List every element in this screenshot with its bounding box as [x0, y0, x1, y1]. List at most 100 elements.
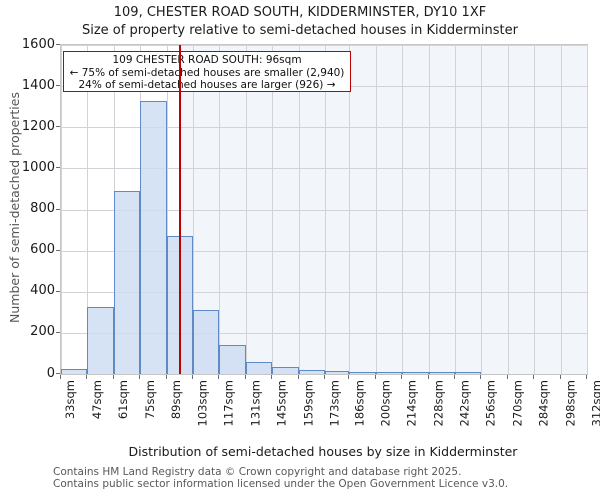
v-gridline	[324, 45, 326, 374]
x-axis-label: Distribution of semi-detached houses by …	[128, 444, 518, 459]
y-tick-label: 400	[30, 283, 55, 299]
y-tick-mark	[56, 44, 60, 45]
v-gridline	[272, 45, 274, 374]
h-gridline	[61, 332, 587, 334]
x-tick-label: 214sqm	[404, 380, 419, 427]
y-tick-label: 800	[30, 201, 55, 216]
x-tick-mark	[112, 375, 114, 379]
x-tick-label: 89sqm	[169, 380, 184, 420]
h-gridline	[61, 250, 587, 252]
bar	[324, 370, 350, 374]
x-tick-mark	[323, 375, 325, 379]
v-gridline	[428, 45, 430, 374]
x-tick-mark	[191, 375, 193, 379]
v-gridline	[455, 45, 457, 374]
bar	[298, 369, 325, 374]
x-tick-label: 242sqm	[457, 380, 472, 427]
chart-title: 109, CHESTER ROAD SOUTH, KIDDERMINSTER, …	[113, 5, 487, 20]
bar	[61, 368, 88, 374]
x-tick-mark	[374, 375, 376, 379]
bar	[272, 366, 299, 374]
x-tick-label: 131sqm	[248, 380, 263, 427]
x-tick-mark	[533, 375, 535, 379]
y-tick-mark	[56, 126, 60, 128]
annotation-line-1: 109 CHESTER ROAD SOUTH: 96sqm	[112, 54, 302, 66]
x-tick-mark	[559, 375, 561, 379]
y-tick-label: 1600	[21, 36, 55, 52]
y-tick-mark	[56, 331, 60, 333]
bar	[219, 345, 246, 374]
x-tick-label: 47sqm	[89, 380, 104, 420]
chart-subtitle: Size of property relative to semi-detach…	[81, 23, 518, 38]
annotation-line-2: ← 75% of semi-detached houses are smalle…	[69, 66, 345, 79]
v-gridline	[192, 45, 194, 374]
y-tick-mark	[56, 208, 60, 210]
h-gridline	[61, 127, 587, 129]
y-tick-mark	[56, 290, 60, 292]
x-tick-label: 312sqm	[589, 380, 600, 427]
h-gridline	[61, 291, 587, 293]
x-tick-label: 228sqm	[431, 380, 446, 427]
v-gridline	[166, 45, 168, 374]
v-gridline	[61, 45, 62, 374]
bar	[245, 361, 273, 374]
x-tick-label: 159sqm	[301, 380, 316, 427]
v-gridline	[507, 45, 509, 374]
v-gridline	[87, 45, 89, 374]
x-tick-mark	[348, 375, 350, 379]
y-tick-label: 1000	[21, 159, 55, 175]
x-tick-label: 33sqm	[63, 380, 78, 420]
x-tick-mark	[139, 375, 141, 379]
v-gridline	[481, 45, 483, 374]
h-gridline	[61, 168, 587, 170]
y-tick-mark	[56, 167, 60, 169]
x-tick-mark	[454, 375, 456, 379]
footer: Contains HM Land Registry data © Crown c…	[53, 466, 509, 490]
x-tick-mark	[401, 375, 403, 379]
y-tick-label: 600	[30, 242, 55, 258]
v-gridline	[402, 45, 404, 374]
x-tick-label: 117sqm	[221, 380, 236, 427]
x-tick-label: 284sqm	[536, 380, 551, 427]
bar	[113, 191, 141, 374]
y-tick-mark	[56, 373, 60, 374]
x-tick-label: 103sqm	[195, 380, 210, 427]
x-tick-mark	[60, 375, 61, 379]
x-tick-label: 256sqm	[483, 380, 498, 427]
y-tick-label: 200	[30, 324, 55, 340]
bar	[402, 371, 429, 374]
annotation-box: 109 CHESTER ROAD SOUTH: 96sqm ← 75% of s…	[63, 51, 351, 92]
x-tick-mark	[218, 375, 220, 379]
v-gridline	[375, 45, 377, 374]
footer-line-1: Contains HM Land Registry data © Crown c…	[53, 466, 462, 478]
x-tick-label: 186sqm	[351, 380, 366, 427]
bar	[87, 307, 114, 374]
y-tick-label: 0	[46, 365, 55, 381]
x-tick-mark	[480, 375, 482, 379]
x-tick-label: 61sqm	[116, 380, 131, 420]
x-tick-mark	[244, 375, 246, 379]
x-tick-mark	[271, 375, 273, 379]
x-tick-mark	[297, 375, 299, 379]
property-size-marker-line	[178, 45, 181, 374]
y-tick-mark	[56, 85, 60, 87]
v-gridline	[245, 45, 247, 374]
x-tick-label: 200sqm	[378, 380, 393, 427]
footer-line-2: Contains public sector information licen…	[53, 477, 509, 490]
v-gridline	[534, 45, 536, 374]
x-tick-label: 173sqm	[327, 380, 342, 427]
y-tick-label: 1400	[21, 77, 55, 93]
h-gridline	[61, 209, 587, 211]
x-tick-label: 75sqm	[142, 380, 157, 420]
bar	[140, 100, 167, 374]
bar	[192, 310, 220, 374]
v-gridline	[298, 45, 300, 374]
bar	[375, 372, 403, 374]
bar	[455, 372, 482, 374]
x-tick-mark	[86, 375, 88, 379]
annotation-line-3: 24% of semi-detached houses are larger (…	[78, 79, 336, 92]
x-tick-mark	[165, 375, 167, 379]
v-gridline	[349, 45, 351, 374]
x-tick-mark	[506, 375, 508, 379]
